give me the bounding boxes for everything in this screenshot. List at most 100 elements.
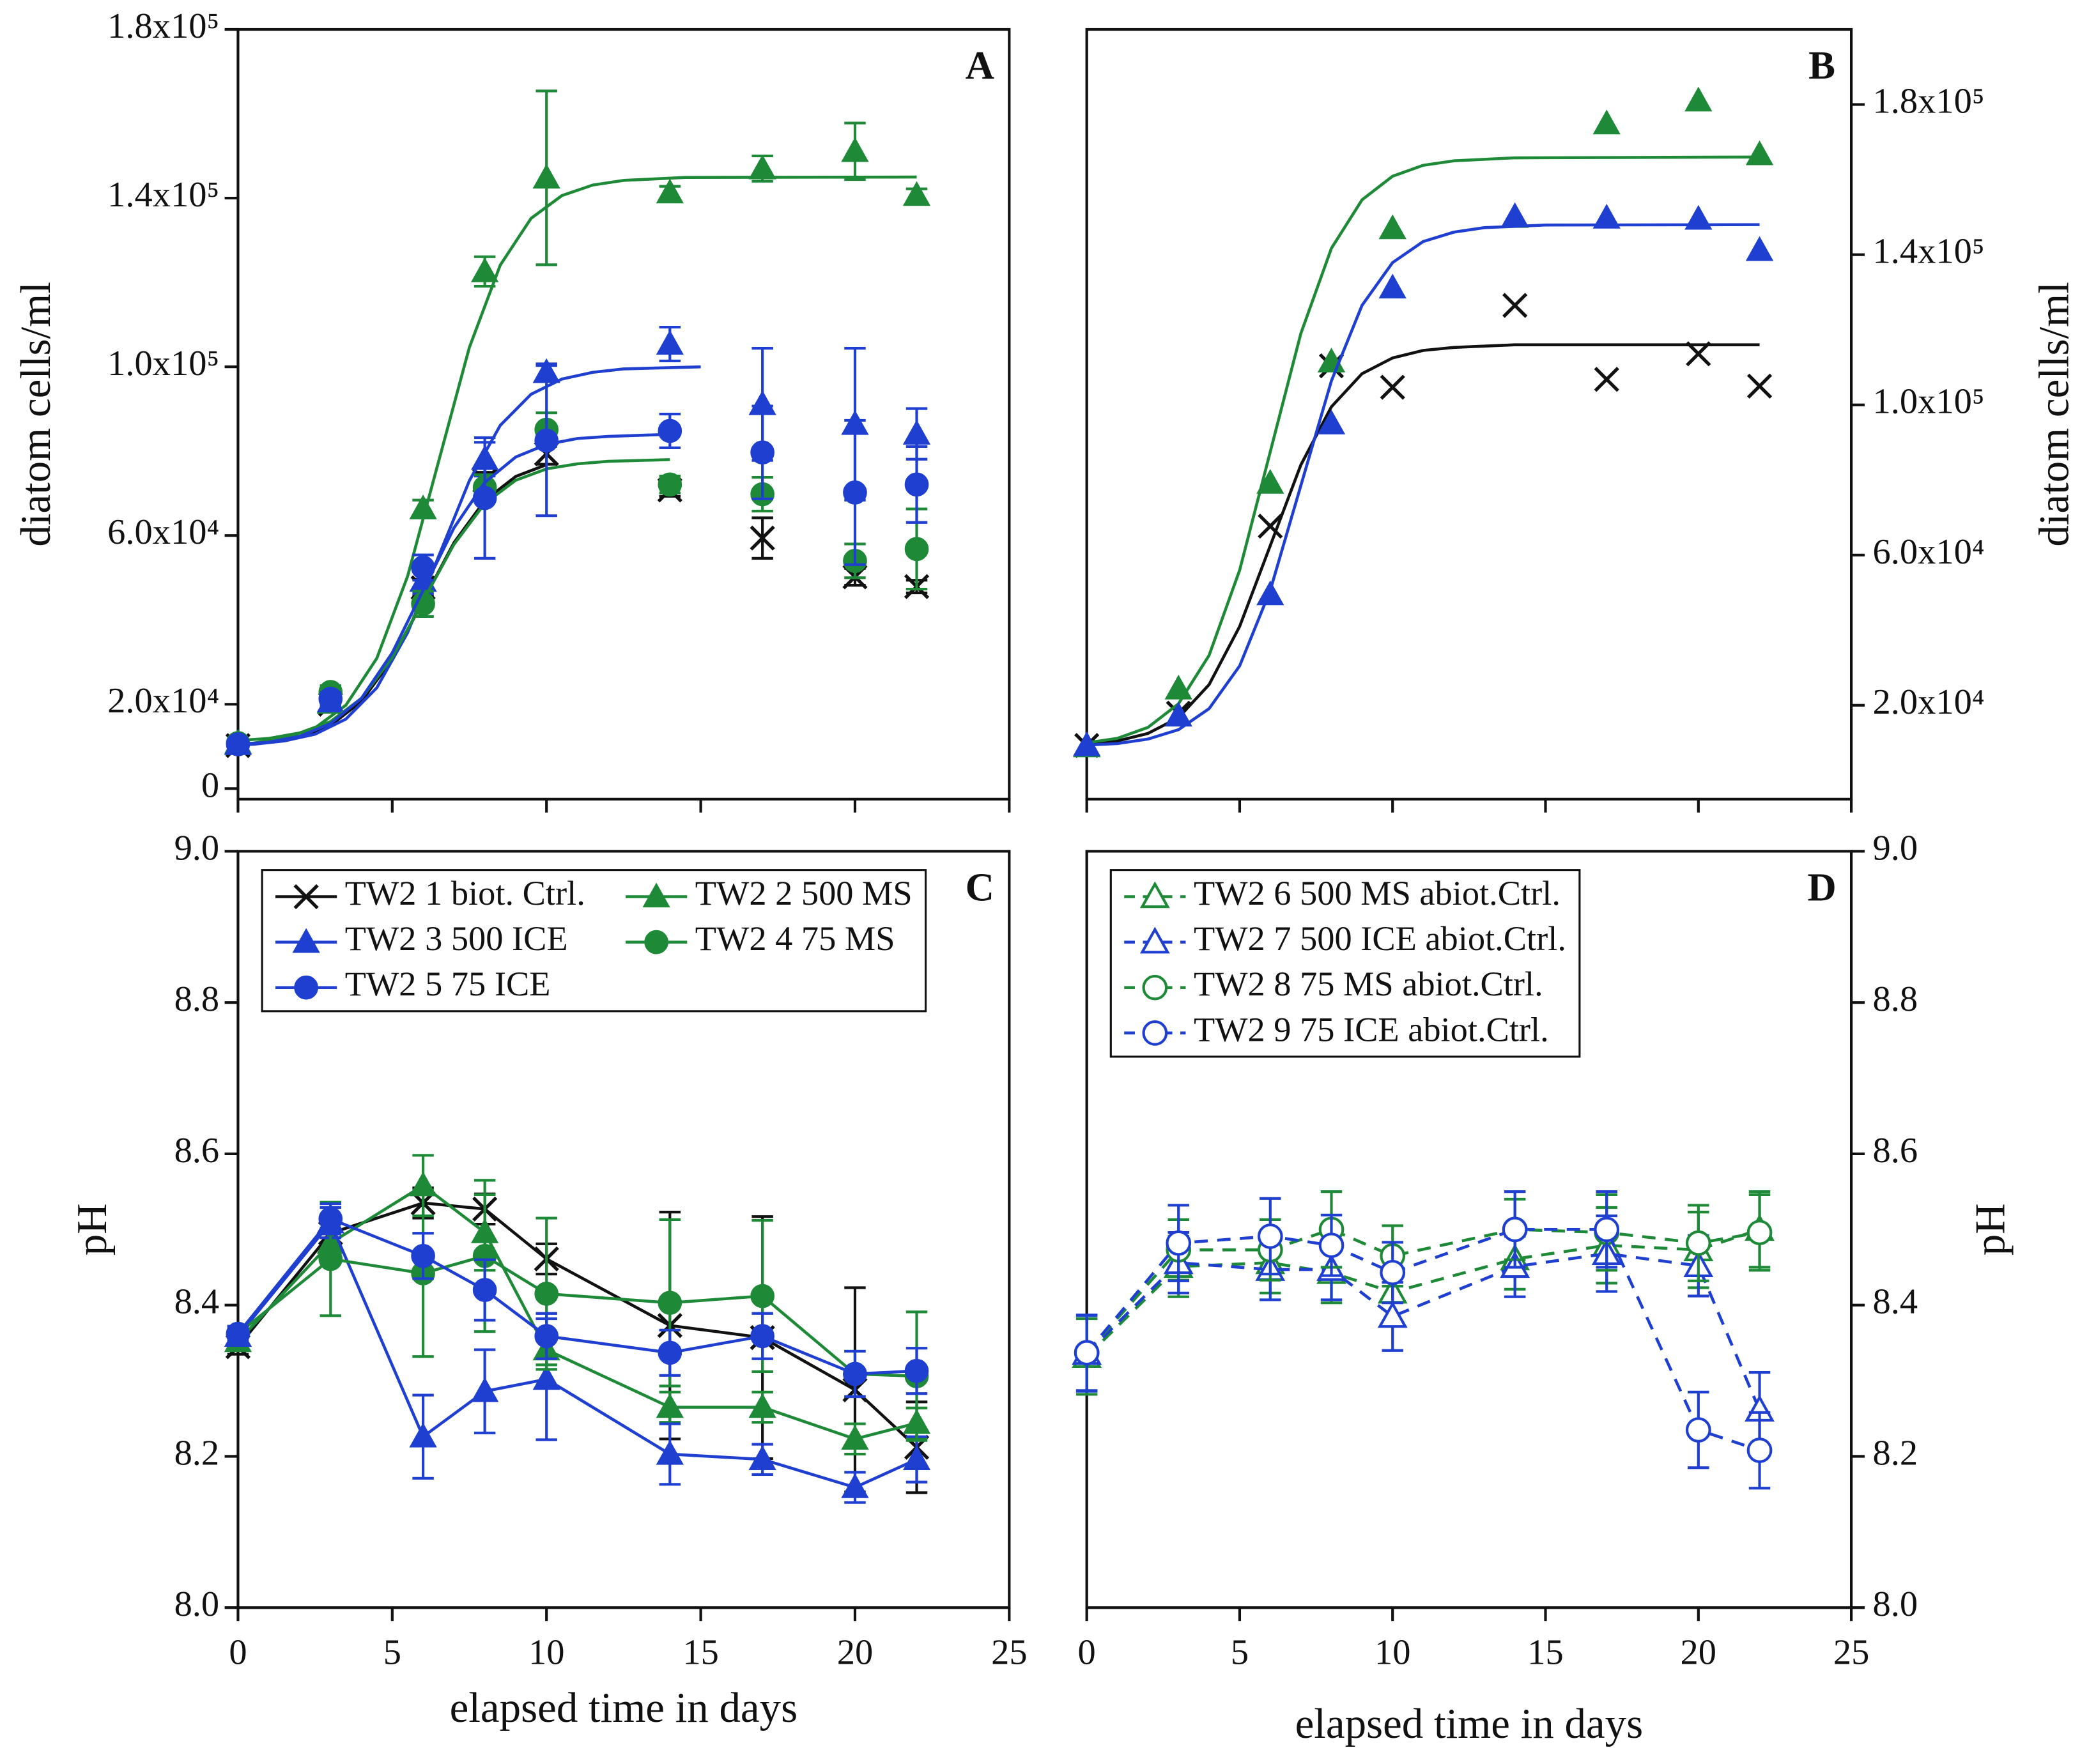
marker <box>411 1243 435 1268</box>
y-tick-label: 8.2 <box>174 1433 220 1473</box>
plot-frame <box>1085 27 1853 801</box>
marker <box>534 1282 559 1306</box>
marker <box>904 537 929 562</box>
fit-curve <box>1086 343 1760 746</box>
fit-curve <box>238 433 670 746</box>
marker <box>902 420 931 445</box>
x-tick-label: 5 <box>1231 1633 1249 1673</box>
legend-label: TW2 4 75 MS <box>695 919 895 958</box>
y-tick-label: 1.8x10⁵ <box>107 6 219 46</box>
marker <box>1139 926 1170 954</box>
marker <box>534 428 559 453</box>
x-tick-label: 20 <box>1681 1633 1716 1673</box>
panel-label: D <box>1807 865 1836 910</box>
y-tick-label: 8.2 <box>1873 1433 1918 1473</box>
plot-frame <box>236 27 1011 801</box>
marker <box>1380 1259 1406 1285</box>
marker <box>1592 109 1621 135</box>
plot-frame <box>236 850 1011 1609</box>
legend-item: TW2 3 500 ICE <box>275 919 568 958</box>
marker <box>1684 86 1713 112</box>
marker <box>904 472 929 497</box>
y-axis-title: diatom cells/ml <box>2031 282 2078 546</box>
marker <box>1257 1223 1283 1249</box>
marker <box>532 1365 560 1390</box>
panel-label: B <box>1808 43 1835 88</box>
marker <box>750 1284 774 1308</box>
marker <box>318 1246 343 1271</box>
marker <box>471 1377 499 1402</box>
x-axis-title: elapsed time in days <box>1295 1700 1644 1747</box>
marker <box>748 154 776 180</box>
series-line <box>1085 1227 1760 1354</box>
legend-label: TW2 6 500 MS abiot.Ctrl. <box>1194 874 1560 912</box>
x-tick-label: 0 <box>1078 1633 1096 1673</box>
legend-item: TW2 9 75 ICE abiot.Ctrl. <box>1124 1010 1549 1048</box>
y-axis-title: diatom cells/ml <box>12 282 59 546</box>
y-tick-label: 8.8 <box>1873 979 1918 1019</box>
legend-label: TW2 2 500 MS <box>695 874 913 912</box>
panel-label: A <box>966 43 994 88</box>
panel-label: C <box>966 865 994 910</box>
legend-item: TW2 2 500 MS <box>626 874 913 912</box>
y-tick-label: 1.4x10⁵ <box>1873 232 1985 272</box>
marker <box>472 486 497 510</box>
marker <box>1377 1301 1408 1328</box>
marker <box>748 1393 776 1418</box>
marker <box>904 1358 929 1383</box>
x-tick-label: 15 <box>1527 1633 1563 1673</box>
y-tick-label: 6.0x10⁴ <box>107 512 219 552</box>
marker <box>658 418 682 443</box>
marker <box>1317 410 1346 434</box>
fit-curve <box>1086 223 1760 747</box>
marker <box>748 1445 776 1470</box>
legend-item: TW2 4 75 MS <box>626 919 895 958</box>
marker <box>1142 1020 1168 1046</box>
marker <box>1378 273 1406 299</box>
marker <box>1686 341 1711 367</box>
plot-frame <box>1085 850 1853 1609</box>
marker <box>1502 293 1528 318</box>
marker <box>1139 881 1170 909</box>
marker <box>1745 236 1774 261</box>
fit-curve <box>1086 155 1760 744</box>
fit-curve <box>238 463 548 746</box>
legend-label: TW2 8 75 MS abiot.Ctrl. <box>1194 965 1543 1003</box>
x-tick-label: 10 <box>1375 1633 1410 1673</box>
marker <box>656 1439 684 1465</box>
marker <box>1256 580 1284 606</box>
marker <box>1745 140 1774 165</box>
marker <box>318 1206 343 1231</box>
y-tick-label: 2.0x10⁴ <box>1873 682 1985 722</box>
marker <box>1594 1216 1620 1243</box>
y-tick-label: 1.0x10⁵ <box>1873 382 1985 422</box>
marker <box>1685 1230 1711 1256</box>
marker <box>534 1324 559 1349</box>
legend: TW2 1 biot. Ctrl. TW2 2 500 MS TW2 3 500 I… <box>261 869 927 1013</box>
marker <box>411 555 435 580</box>
series-line <box>236 1201 918 1448</box>
marker <box>1164 702 1192 727</box>
legend-label: TW2 7 500 ICE abiot.Ctrl. <box>1194 919 1566 958</box>
marker <box>294 975 318 1000</box>
marker <box>1746 1438 1773 1463</box>
marker <box>1746 373 1773 399</box>
marker <box>902 181 931 206</box>
legend-box <box>1109 869 1581 1058</box>
y-axis-title: pH <box>1966 1203 2014 1255</box>
y-tick-label: 1.0x10⁵ <box>107 344 219 383</box>
marker <box>293 884 319 910</box>
marker <box>1592 204 1621 229</box>
marker <box>843 480 867 505</box>
y-tick-label: 6.0x10⁴ <box>1873 532 1985 572</box>
marker <box>658 1340 682 1365</box>
marker <box>658 1291 682 1315</box>
marker <box>843 1361 867 1386</box>
x-tick-label: 5 <box>383 1633 401 1673</box>
marker <box>750 440 774 464</box>
y-tick-label: 9.0 <box>1873 828 1918 868</box>
marker <box>1258 513 1283 539</box>
x-tick-label: 10 <box>528 1633 564 1673</box>
y-tick-label: 8.0 <box>174 1584 220 1624</box>
